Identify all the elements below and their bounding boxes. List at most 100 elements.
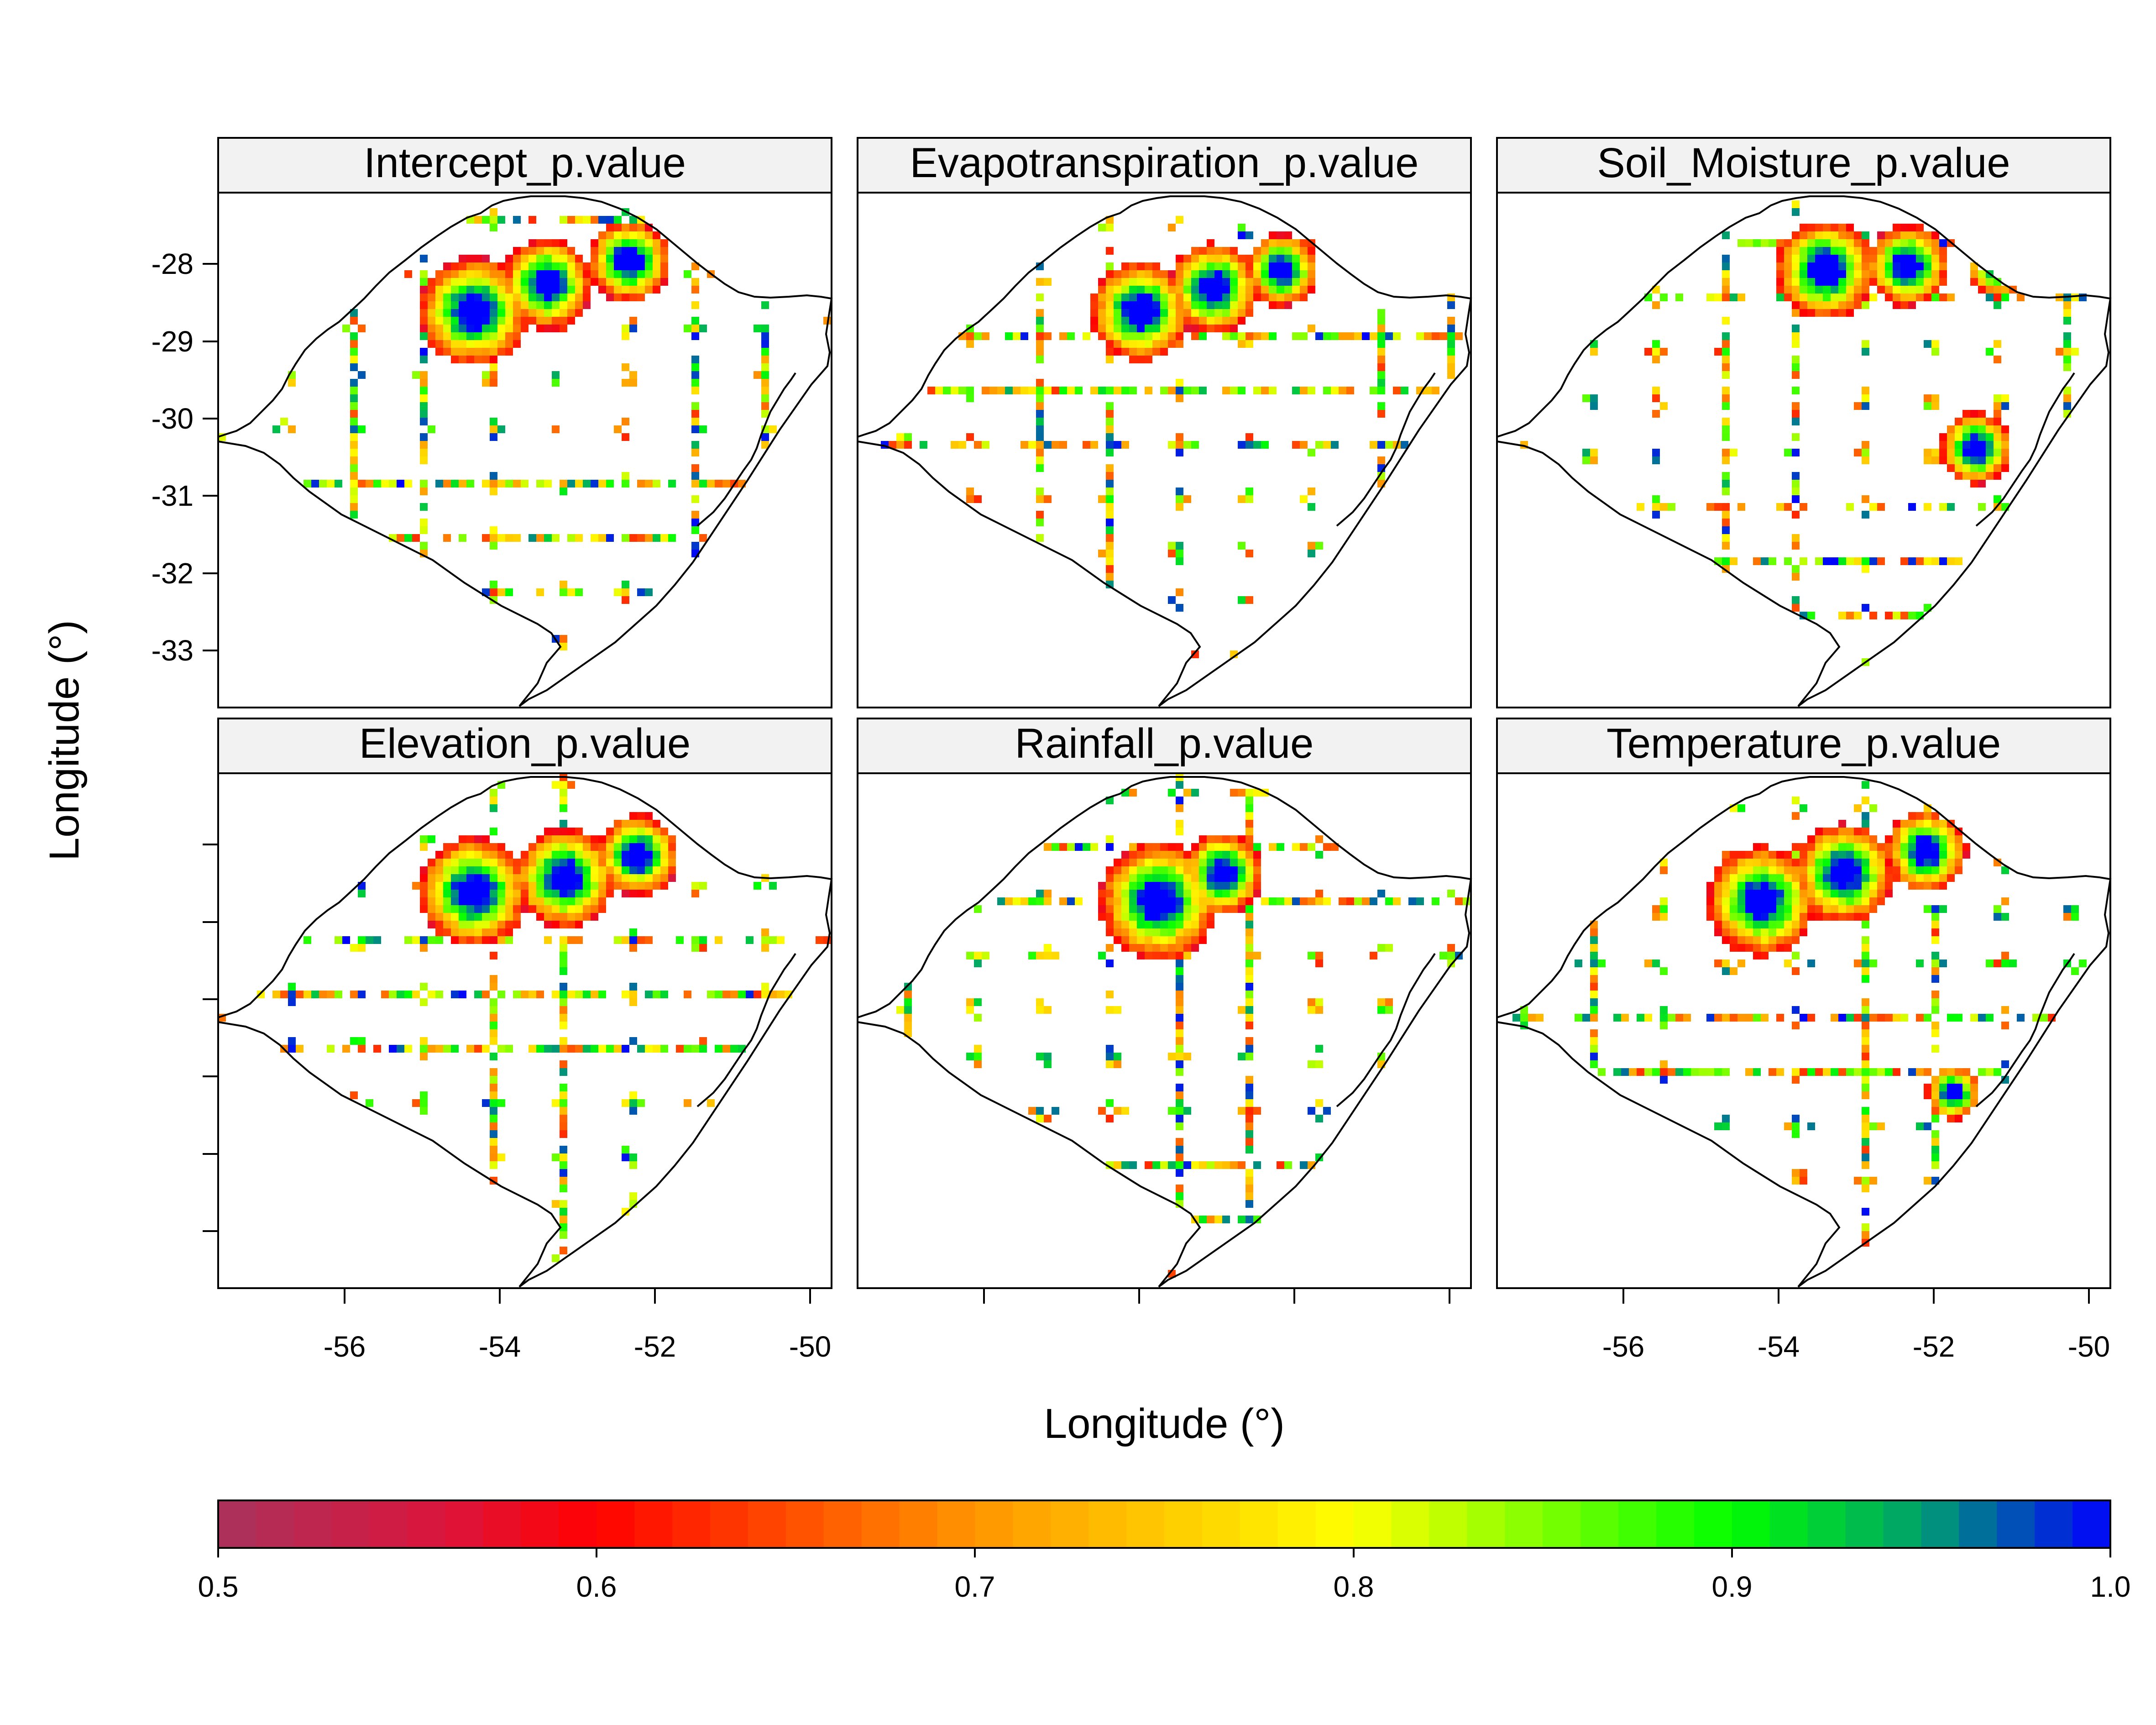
pvalue-cell [1590, 975, 1598, 983]
pvalue-cell [1176, 1185, 1183, 1192]
pvalue-cell [1044, 441, 1052, 449]
pvalue-cell [2071, 913, 2079, 921]
pvalue-cell [715, 1045, 722, 1053]
pvalue-cell [1893, 859, 1900, 866]
pvalue-cell [1214, 317, 1222, 325]
pvalue-cell [629, 882, 637, 890]
pvalue-cell [1838, 612, 1846, 619]
pvalue-cell [482, 843, 490, 851]
pvalue-cell [420, 874, 428, 882]
pvalue-cell [1253, 1107, 1261, 1115]
pvalue-cell [560, 1169, 567, 1177]
pvalue-cell [1753, 897, 1761, 905]
pvalue-cell [1183, 952, 1191, 959]
pvalue-cell [1137, 843, 1145, 851]
pvalue-cell [1315, 332, 1323, 340]
pvalue-cell [466, 874, 474, 882]
pvalue-cell [1737, 959, 1745, 967]
pvalue-cell [482, 913, 490, 921]
pvalue-cell [1590, 456, 1598, 464]
pvalue-cell [1183, 897, 1191, 905]
pvalue-cell [699, 325, 707, 332]
pvalue-cell [622, 890, 629, 897]
pvalue-cell [1253, 294, 1261, 301]
pvalue-cell [1800, 890, 1807, 897]
pvalue-cell [474, 255, 482, 262]
colorbar-step [1202, 1500, 1240, 1548]
pvalue-cell [1245, 488, 1253, 495]
pvalue-cell [544, 239, 552, 247]
pvalue-cell [2001, 1006, 2009, 1014]
pvalue-cell [1962, 425, 1970, 433]
pvalue-cell [1439, 952, 1447, 959]
pvalue-cell [505, 294, 513, 301]
pvalue-cell [1098, 897, 1106, 905]
pvalue-cell [1776, 1014, 1784, 1022]
pvalue-cell [1807, 874, 1815, 882]
pvalue-cell [684, 991, 691, 998]
pvalue-cell [552, 325, 560, 332]
pvalue-cell [691, 495, 699, 503]
pvalue-cell [1152, 866, 1160, 874]
pvalue-cell [420, 418, 428, 425]
pvalue-cell [1230, 843, 1238, 851]
pvalue-cell [1059, 843, 1067, 851]
pvalue-cell [1339, 387, 1346, 394]
pvalue-cell [1823, 286, 1831, 294]
pvalue-cell [1862, 1122, 1869, 1130]
pvalue-cell [482, 340, 490, 348]
pvalue-cell [1176, 890, 1183, 897]
pvalue-cell [904, 1022, 912, 1029]
pvalue-cell [1145, 387, 1152, 394]
pvalue-cell [420, 1107, 428, 1115]
colorbar-step [559, 1500, 597, 1548]
pvalue-cell [1121, 387, 1129, 394]
pvalue-cell [2001, 402, 2009, 410]
pvalue-cell [1300, 255, 1308, 262]
pvalue-cell [536, 882, 544, 890]
pvalue-cell [1106, 325, 1114, 332]
pvalue-cell [1831, 882, 1838, 890]
pvalue-cell [1323, 332, 1331, 340]
pvalue-cell [1114, 286, 1121, 294]
pvalue-cell [567, 913, 575, 921]
pvalue-cell [1207, 874, 1214, 882]
pvalue-cell [1377, 402, 1385, 410]
pvalue-cell [544, 247, 552, 255]
pvalue-cell [350, 449, 358, 456]
pvalue-cell [567, 835, 575, 843]
pvalue-cell [1145, 356, 1152, 363]
pvalue-cell [1044, 1053, 1052, 1060]
pvalue-cell [560, 301, 567, 309]
pvalue-cell [1207, 843, 1214, 851]
pvalue-cell [505, 905, 513, 913]
pvalue-cell [1931, 1022, 1939, 1029]
pvalue-cell [1207, 866, 1214, 874]
lagoon-coast-line [1975, 953, 2075, 1107]
pvalue-cell [1455, 897, 1463, 905]
pvalue-cell [606, 890, 614, 897]
pvalue-cell [645, 820, 653, 828]
pvalue-cell [350, 332, 358, 340]
pvalue-cell [521, 874, 529, 882]
pvalue-cell [1931, 1091, 1939, 1099]
pvalue-cell [459, 936, 466, 944]
pvalue-cell [1939, 959, 1947, 967]
pvalue-cell [1862, 812, 1869, 820]
pvalue-cell [1315, 1045, 1323, 1053]
pvalue-cell [1308, 550, 1315, 557]
pvalue-cell [1955, 1099, 1962, 1107]
pvalue-cell [1238, 255, 1245, 262]
pvalue-cell [1106, 309, 1114, 317]
pvalue-cell [1939, 433, 1947, 441]
pvalue-cell [1214, 262, 1222, 270]
pvalue-cell [466, 286, 474, 294]
pvalue-cell [1447, 371, 1455, 379]
pvalue-cell [1145, 890, 1152, 897]
pvalue-cell [420, 866, 428, 874]
pvalue-cell [1730, 557, 1737, 565]
pvalue-cell [1986, 348, 1994, 356]
pvalue-cell [1253, 952, 1261, 959]
pvalue-cell [637, 835, 645, 843]
pvalue-cell [1137, 309, 1145, 317]
